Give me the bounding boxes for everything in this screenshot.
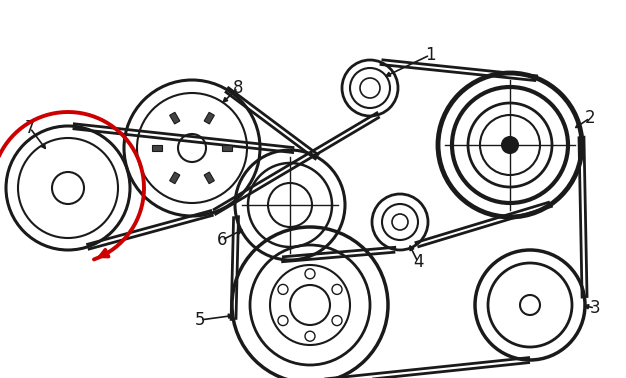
- Bar: [170, 112, 180, 124]
- Bar: [222, 145, 232, 151]
- Bar: [170, 172, 180, 184]
- Text: 5: 5: [195, 311, 205, 329]
- Bar: [204, 172, 214, 184]
- Bar: [153, 145, 163, 151]
- Text: 3: 3: [590, 299, 600, 317]
- Text: 2: 2: [585, 109, 595, 127]
- Circle shape: [502, 137, 518, 153]
- Text: 4: 4: [413, 253, 423, 271]
- Text: 7: 7: [25, 119, 35, 137]
- Text: 1: 1: [424, 46, 435, 64]
- Bar: [204, 112, 214, 124]
- Text: 6: 6: [217, 231, 227, 249]
- Text: 8: 8: [233, 79, 244, 97]
